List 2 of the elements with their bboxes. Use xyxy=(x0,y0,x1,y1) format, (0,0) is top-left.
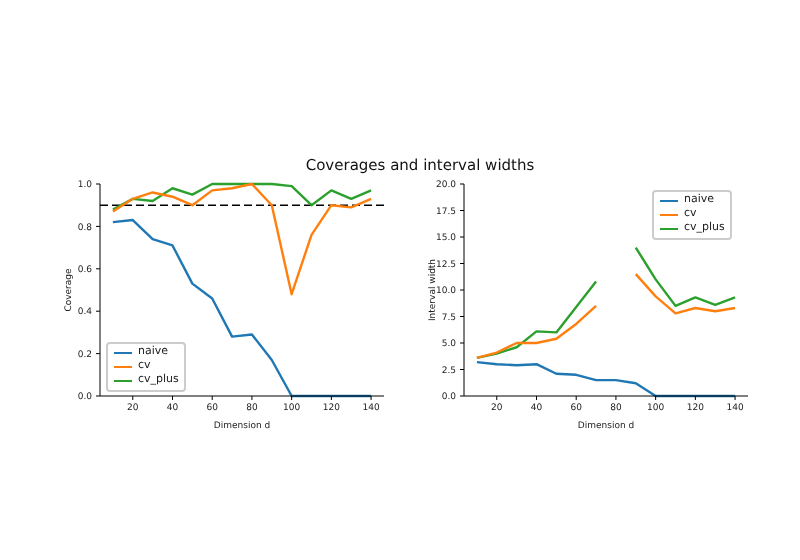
line-series xyxy=(111,182,373,211)
line-series xyxy=(111,182,373,296)
